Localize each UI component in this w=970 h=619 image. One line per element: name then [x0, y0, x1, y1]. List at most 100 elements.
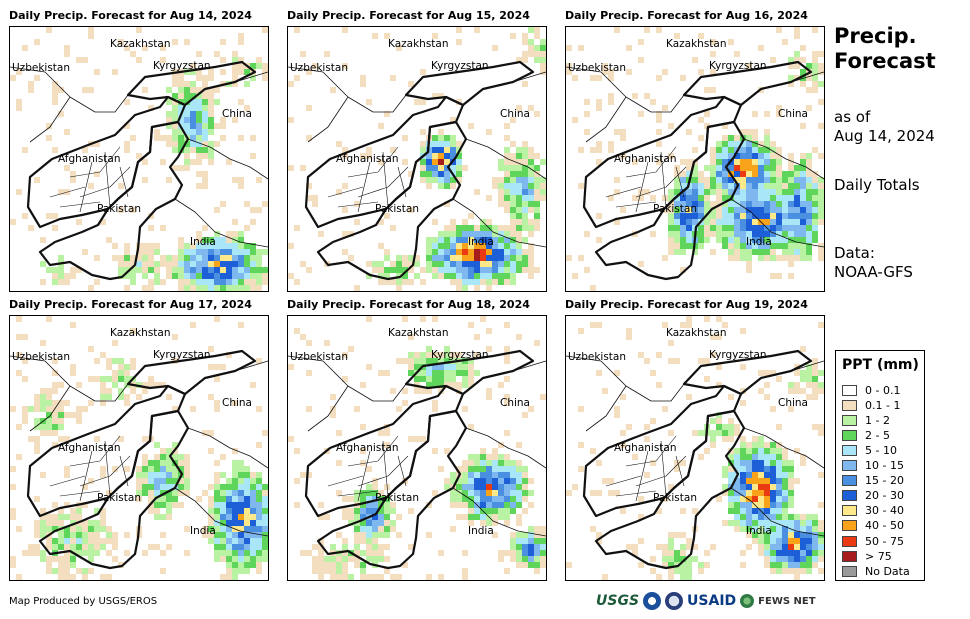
country-label-uzbekistan: Uzbekistan	[290, 62, 348, 74]
country-label-kazakhstan: Kazakhstan	[666, 38, 727, 50]
legend-item: 0 - 0.1	[842, 383, 900, 397]
map-canvas: Kazakhstan Uzbekistan Kyrgyzstan China Afgha…	[288, 316, 546, 580]
country-label-afghanistan: Afghanistan	[336, 442, 399, 454]
data-source: NOAA-GFS	[834, 263, 913, 281]
province-boundaries	[49, 146, 131, 213]
totals-label: Daily Totals	[834, 176, 920, 194]
country-label-uzbekistan: Uzbekistan	[568, 62, 626, 74]
legend-label: 2 - 5	[865, 428, 890, 442]
precip-map: Kazakhstan Uzbekistan Kyrgyzstan China Afgha…	[9, 26, 269, 292]
legend-item: 30 - 40	[842, 504, 904, 518]
country-label-kyrgyzstan: Kyrgyzstan	[431, 349, 489, 361]
legend-item: 20 - 30	[842, 489, 904, 503]
map-canvas: Kazakhstan Uzbekistan Kyrgyzstan China Afgha…	[566, 27, 824, 291]
country-label-afghanistan: Afghanistan	[614, 442, 677, 454]
kyrgyzstan-border	[126, 349, 257, 396]
legend-label: 20 - 30	[865, 489, 904, 503]
country-label-india: India	[468, 236, 494, 248]
country-label-pakistan: Pakistan	[653, 492, 697, 504]
legend-swatch	[842, 414, 857, 426]
country-label-pakistan: Pakistan	[375, 203, 419, 215]
map-canvas: Kazakhstan Uzbekistan Kyrgyzstan China Afgha…	[10, 316, 268, 580]
map-canvas: Kazakhstan Uzbekistan Kyrgyzstan China Afgha…	[566, 316, 824, 580]
legend-item: 50 - 75	[842, 534, 904, 548]
legend-swatch	[842, 565, 857, 577]
country-label-china: China	[222, 108, 252, 120]
province-boundaries	[605, 146, 687, 213]
panel-title: Daily Precip. Forecast for Aug 15, 2024	[287, 9, 530, 22]
legend-swatch	[842, 399, 857, 411]
precip-map: Kazakhstan Uzbekistan Kyrgyzstan China Afgha…	[287, 26, 547, 292]
legend-item: 10 - 15	[842, 459, 904, 473]
legend-swatch	[842, 535, 857, 547]
country-label-china: China	[778, 108, 808, 120]
legend-item: > 75	[842, 549, 892, 563]
legend-swatch	[842, 444, 857, 456]
pakistan-border	[594, 409, 746, 570]
country-label-afghanistan: Afghanistan	[58, 153, 121, 165]
country-label-kazakhstan: Kazakhstan	[388, 327, 449, 339]
legend-label: No Data	[865, 564, 910, 578]
uzbekistan-border	[288, 355, 407, 432]
india-border	[174, 487, 268, 537]
country-label-pakistan: Pakistan	[97, 203, 141, 215]
country-label-kyrgyzstan: Kyrgyzstan	[709, 60, 767, 72]
province-boundaries	[49, 435, 131, 502]
panel-title: Daily Precip. Forecast for Aug 16, 2024	[565, 9, 808, 22]
country-label-kazakhstan: Kazakhstan	[388, 38, 449, 50]
country-label-kazakhstan: Kazakhstan	[110, 38, 171, 50]
province-boundaries	[327, 435, 409, 502]
legend-label: 50 - 75	[865, 534, 904, 548]
country-label-uzbekistan: Uzbekistan	[12, 62, 70, 74]
legend-title: PPT (mm)	[842, 357, 919, 373]
map-canvas: Kazakhstan Uzbekistan Kyrgyzstan China Afgha…	[10, 27, 268, 291]
legend-item: 2 - 5	[842, 428, 890, 442]
as-of-date: Aug 14, 2024	[834, 127, 935, 145]
dos-seal-icon	[665, 592, 684, 610]
country-label-kyrgyzstan: Kyrgyzstan	[431, 60, 489, 72]
country-label-india: India	[190, 236, 216, 248]
legend-swatch	[842, 429, 857, 441]
legend-label: 5 - 10	[865, 443, 897, 457]
logo-strip: USGS USAID FEWS NET	[596, 592, 816, 610]
country-label-india: India	[190, 525, 216, 537]
legend-swatch	[842, 520, 857, 532]
pakistan-border	[316, 409, 468, 570]
panel-title: Daily Precip. Forecast for Aug 19, 2024	[565, 298, 808, 311]
legend-swatch	[842, 490, 857, 502]
country-label-kazakhstan: Kazakhstan	[110, 327, 171, 339]
panel-title: Daily Precip. Forecast for Aug 14, 2024	[9, 9, 252, 22]
country-label-kyrgyzstan: Kyrgyzstan	[153, 60, 211, 72]
legend-item: 1 - 2	[842, 413, 890, 427]
legend-swatch	[842, 505, 857, 517]
country-label-afghanistan: Afghanistan	[336, 153, 399, 165]
country-label-uzbekistan: Uzbekistan	[12, 351, 70, 363]
country-label-kyrgyzstan: Kyrgyzstan	[709, 349, 767, 361]
india-border	[452, 198, 546, 248]
legend-label: 40 - 50	[865, 519, 904, 533]
pakistan-border	[594, 120, 746, 281]
country-label-india: India	[746, 236, 772, 248]
precip-map: Kazakhstan Uzbekistan Kyrgyzstan China Afgha…	[565, 26, 825, 292]
uzbekistan-border	[10, 66, 129, 143]
kyrgyzstan-border	[404, 349, 535, 396]
kyrgyzstan-border	[126, 60, 257, 107]
as-of-label: as of	[834, 108, 871, 126]
uzbekistan-border	[10, 355, 129, 432]
legend-label: 15 - 20	[865, 474, 904, 488]
uzbekistan-border	[566, 66, 685, 143]
usgs-logo: USGS	[596, 593, 640, 609]
country-label-india: India	[468, 525, 494, 537]
legend-swatch	[842, 384, 857, 396]
china-border	[184, 360, 268, 469]
precip-map: Kazakhstan Uzbekistan Kyrgyzstan China Afgha…	[9, 315, 269, 581]
legend-swatch	[842, 550, 857, 562]
legend-item: 40 - 50	[842, 519, 904, 533]
legend-item: 15 - 20	[842, 474, 904, 488]
india-border	[730, 487, 824, 537]
fews-globe-icon	[740, 594, 755, 608]
legend-item: 0.1 - 1	[842, 398, 900, 412]
country-label-afghanistan: Afghanistan	[614, 153, 677, 165]
legend-swatch	[842, 460, 857, 471]
